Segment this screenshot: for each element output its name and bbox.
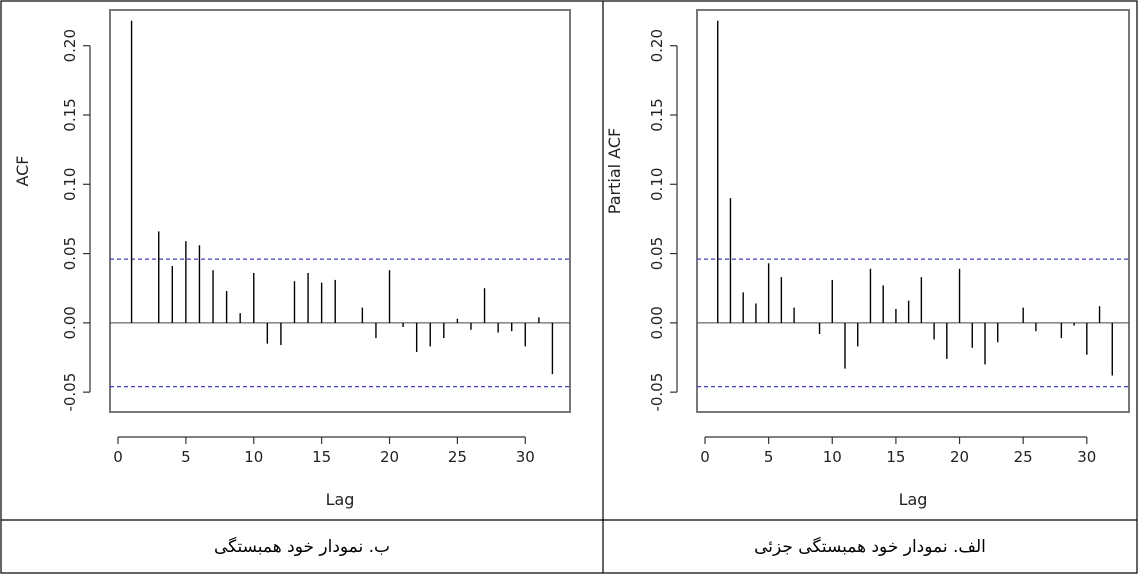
pacf-y-tick-label-0.15: 0.15: [648, 98, 666, 131]
pacf-x-tick-label-5: 5: [764, 448, 774, 466]
pacf-y-tick-label-0.20: 0.20: [648, 29, 666, 62]
pacf-y-tick-label-0.00: 0.00: [648, 306, 666, 339]
acf-x-axis-label: Lag: [326, 490, 355, 509]
pacf-x-tick-label-20: 20: [950, 448, 969, 466]
acf-chart-panel: 0 5 10 15 20 25 30 -0.05 0.00 0.05 0.10 0.15 0.20 Lag…: [13, 9, 571, 557]
pacf-plot-frame: [696, 9, 1130, 413]
acf-x-tick-label-10: 10: [244, 448, 263, 466]
acf-x-tick-label-15: 15: [312, 448, 331, 466]
acf-y-tick-label-0.15: 0.15: [61, 98, 79, 131]
pacf-y-tick-label-0.05: 0.05: [648, 237, 666, 270]
pacf-y-tick-label-0.10: 0.10: [648, 168, 666, 201]
pacf-x-tick-label-30: 30: [1077, 448, 1096, 466]
pacf-chart-caption: الف. نمودار خود همبستگی جزئی: [754, 536, 986, 557]
acf-x-tick-label-25: 25: [448, 448, 467, 466]
pacf-chart-panel: 0 5 10 15 20 25 30 -0.05 0.00 0.05 0.10 0.15 0.20 Lag…: [605, 9, 1130, 557]
acf-x-tick-label-30: 30: [516, 448, 535, 466]
acf-plot-frame: [109, 9, 571, 413]
acf-y-tick-label-0.10: 0.10: [61, 168, 79, 201]
pacf-x-tick-label-10: 10: [823, 448, 842, 466]
acf-x-tick-label-0: 0: [113, 448, 123, 466]
acf-x-tick-label-20: 20: [380, 448, 399, 466]
acf-x-tick-label-5: 5: [181, 448, 191, 466]
acf-y-axis-label: ACF: [13, 155, 32, 186]
pacf-x-tick-label-15: 15: [886, 448, 905, 466]
pacf-y-tick-label--0.05: -0.05: [648, 373, 666, 412]
acf-chart-caption: ب. نمودار خود همبستگی: [214, 536, 390, 557]
pacf-x-tick-label-0: 0: [700, 448, 710, 466]
pacf-x-axis-label: Lag: [899, 490, 928, 509]
acf-y-tick-label--0.05: -0.05: [61, 373, 79, 412]
pacf-y-axis-label: Partial ACF: [605, 128, 624, 214]
pacf-x-tick-label-25: 25: [1014, 448, 1033, 466]
acf-y-tick-label-0.05: 0.05: [61, 237, 79, 270]
acf-y-tick-label-0.20: 0.20: [61, 29, 79, 62]
acf-y-tick-label-0.00: 0.00: [61, 306, 79, 339]
